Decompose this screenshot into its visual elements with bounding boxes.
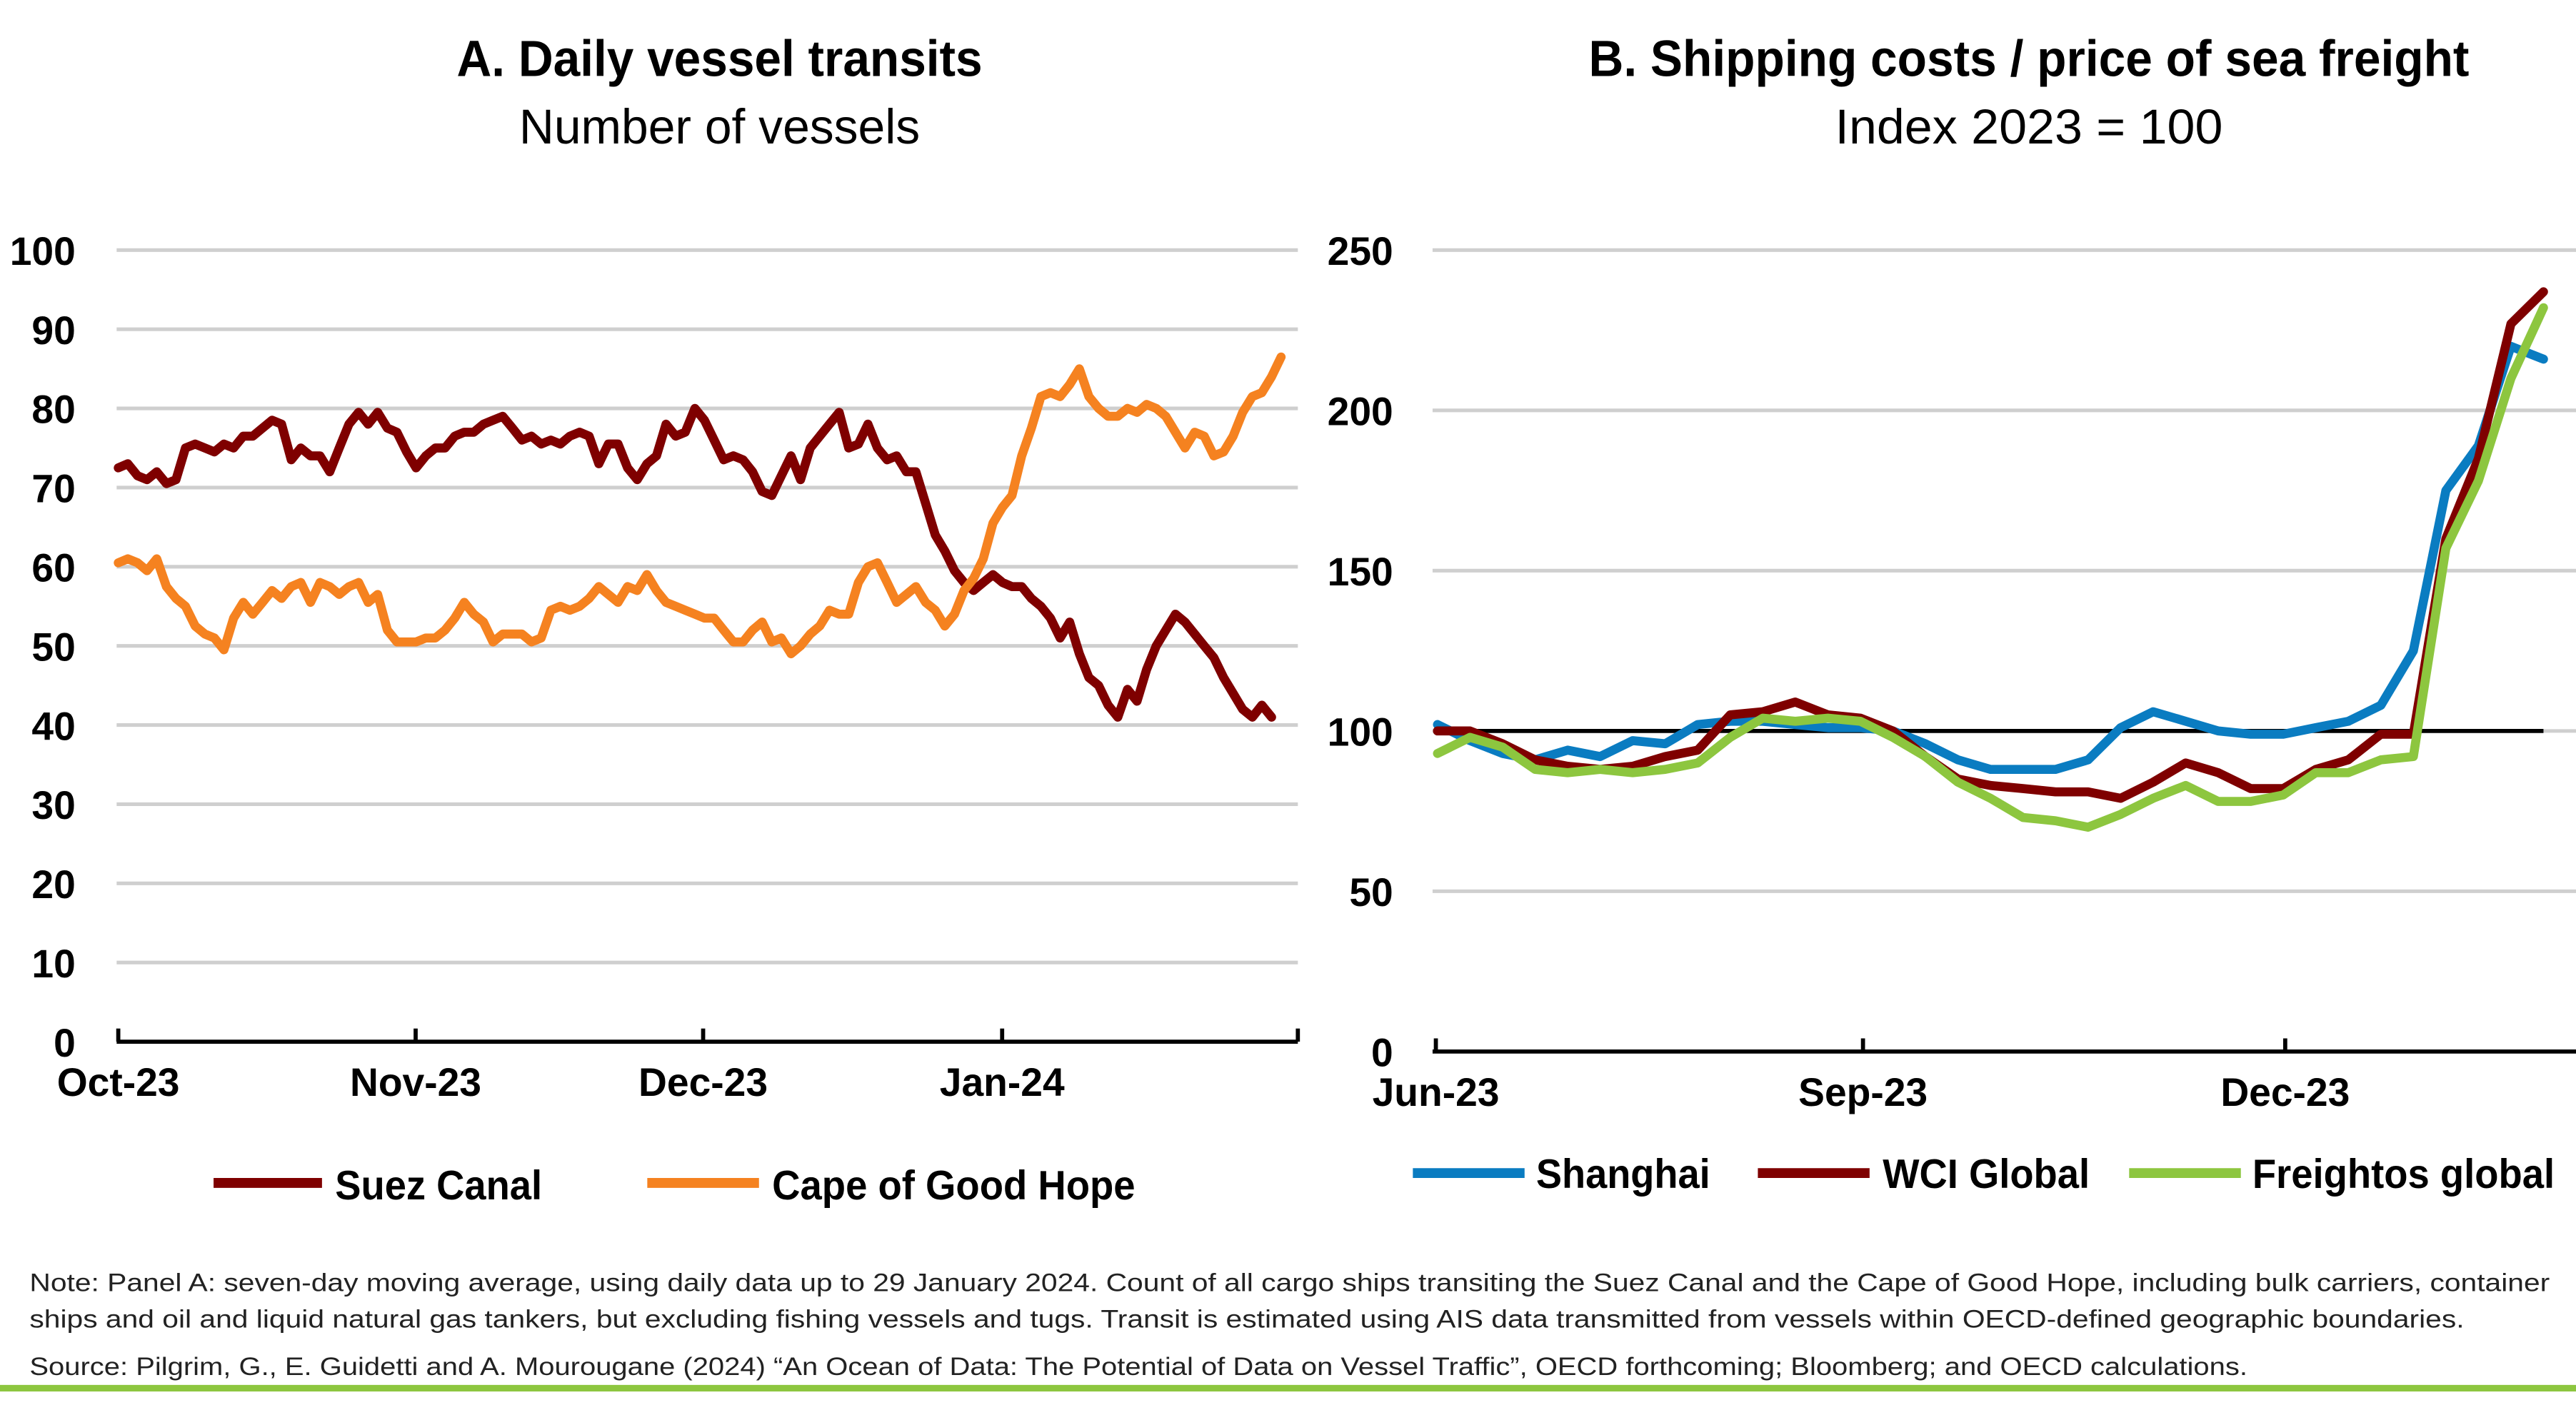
note-line-1: Note: Panel A: seven-day moving average,… [29,1269,2550,1297]
y-tick-label: 40 [31,704,75,748]
panel-b-legend: Shanghai WCI Global Freightos global [1413,1152,2555,1197]
legend-label-wci-global: WCI Global [1883,1152,2090,1197]
legend-label-suez-canal: Suez Canal [335,1163,542,1209]
x-tick-label: Dec-23 [2220,1070,2350,1114]
y-tick-label: 90 [31,308,75,353]
series-line-cape-of-good-hope [114,352,1286,659]
y-tick-label: 250 [1328,229,1393,273]
y-tick-label: 0 [54,1021,76,1065]
x-tick-label: Dec-23 [638,1060,768,1104]
y-tick-label: 70 [31,467,75,511]
y-tick-label: 60 [31,546,75,590]
y-tick-label: 20 [31,862,75,907]
legend-label-freightos-global: Freightos global [2252,1152,2555,1197]
panel-b-subtitle: Index 2023 = 100 [1835,99,2223,154]
series-line-shanghai [1433,341,2548,775]
y-tick-label: 50 [31,625,75,669]
y-tick-label: 100 [1328,710,1393,755]
note-line-2: ships and oil and liquid natural gas tan… [29,1304,2464,1333]
y-tick-label: 80 [31,388,75,432]
source-line: Source: Pilgrim, G., E. Guidetti and A. … [29,1352,2247,1381]
y-tick-label: 10 [31,942,75,986]
y-tick-label: 0 [1371,1031,1393,1075]
footnotes: Note: Panel A: seven-day moving average,… [0,1269,2576,1392]
x-tick-label: Jan-24 [940,1060,1065,1104]
y-tick-label: 150 [1328,550,1393,594]
y-tick-label: 30 [31,783,75,827]
panel-a-legend: Suez Canal Cape of Good Hope [214,1163,1136,1209]
series-line-freightos-global [1433,303,2548,832]
legend-label-cape-of-good-hope: Cape of Good Hope [772,1163,1135,1209]
y-tick-label: 50 [1349,870,1393,915]
panel-b-shipping-costs: B. Shipping costs / price of sea freight… [1328,30,2576,1197]
x-tick-label: Sep-23 [1798,1070,1928,1114]
panel-b-title: B. Shipping costs / price of sea freight [1588,30,2469,87]
series-line-wci-global [1433,287,2548,803]
y-tick-label: 200 [1328,390,1393,434]
legend-label-shanghai: Shanghai [1536,1152,1710,1197]
x-tick-label: Oct-23 [57,1060,180,1104]
x-tick-label: Jun-23 [1373,1070,1500,1114]
series-line-suez-canal [114,403,1276,722]
footer-rule [0,1384,2576,1392]
panel-a-daily-vessel-transits: A. Daily vessel transits Number of vesse… [10,30,1300,1209]
panel-a-subtitle: Number of vessels [519,99,920,154]
x-tick-label: Nov-23 [350,1060,481,1104]
panel-a-title: A. Daily vessel transits [457,30,983,87]
y-tick-label: 100 [10,229,76,273]
